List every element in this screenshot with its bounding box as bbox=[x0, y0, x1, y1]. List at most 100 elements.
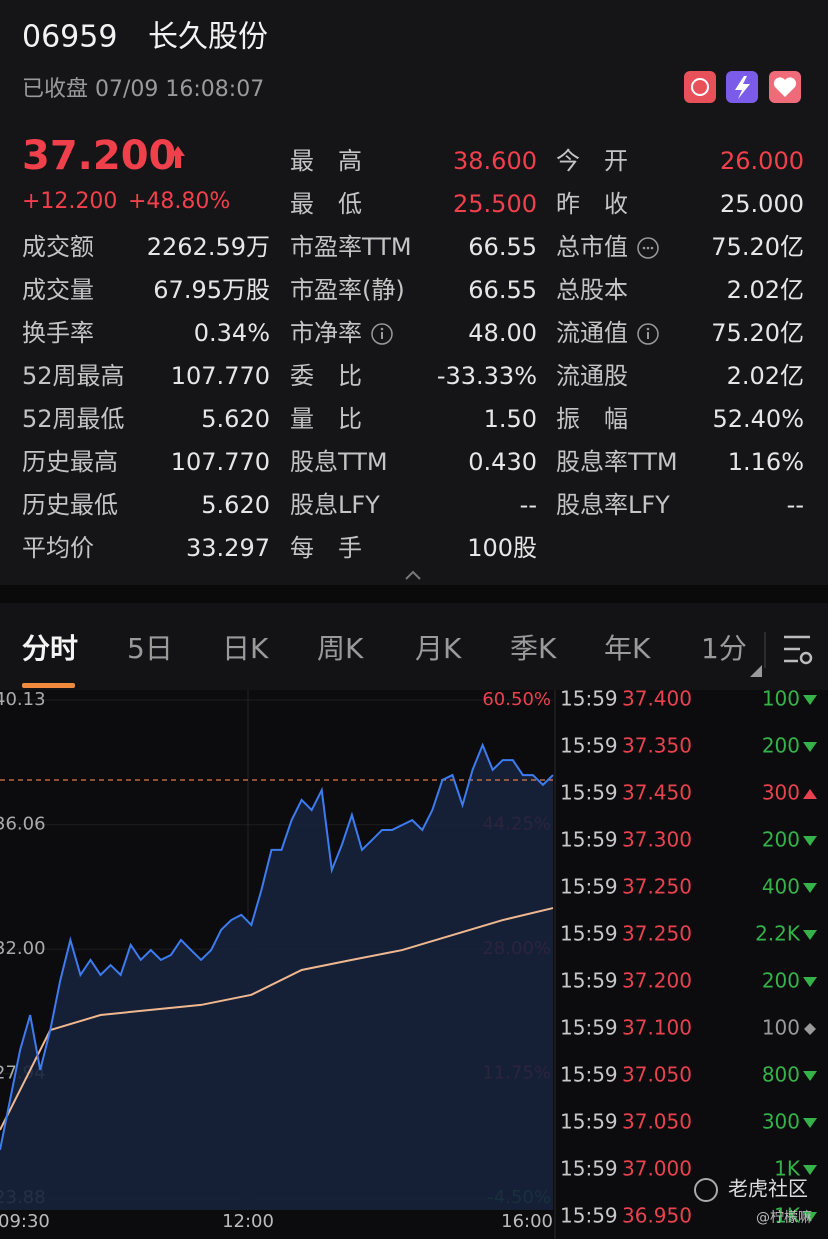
info-icon bbox=[637, 323, 659, 345]
menu-icon[interactable] bbox=[784, 635, 813, 665]
trade-price: 37.050 bbox=[622, 1063, 692, 1087]
stat-label: 振 幅 bbox=[556, 405, 628, 433]
trade-time: 15:59 bbox=[560, 734, 618, 758]
stat-label: 最 低 bbox=[290, 190, 362, 218]
heart bbox=[773, 77, 797, 97]
stat-value: 107.770 bbox=[171, 362, 270, 390]
trade-time: 15:59 bbox=[560, 1204, 618, 1228]
price-area bbox=[0, 745, 553, 1210]
trade-volume: 2.2K bbox=[755, 922, 801, 946]
stat-value: -- bbox=[787, 491, 804, 519]
trade-volume: 300 bbox=[762, 1110, 800, 1134]
more-icon-dot bbox=[650, 246, 654, 250]
stock-name: 长久股份 bbox=[148, 20, 268, 55]
trade-price: 37.400 bbox=[622, 687, 692, 711]
y-tick-label: 36.06 bbox=[0, 814, 46, 835]
stat-value: -33.33% bbox=[437, 362, 537, 390]
stat-label: 总股本 bbox=[556, 276, 628, 304]
trade-price: 37.300 bbox=[622, 828, 692, 852]
stat-label: 流通股 bbox=[556, 362, 628, 390]
info-icon bbox=[637, 237, 659, 259]
tab[interactable]: 1分 bbox=[701, 632, 747, 665]
stat-label: 股息率LFY bbox=[556, 491, 670, 519]
trade-time: 15:59 bbox=[560, 1063, 618, 1087]
stat-value: 26.000 bbox=[720, 147, 804, 175]
trade-time: 15:59 bbox=[560, 922, 618, 946]
stat-label: 52周最低 bbox=[22, 405, 125, 433]
trade-price: 37.250 bbox=[622, 875, 692, 899]
stat-value: 25.000 bbox=[720, 190, 804, 218]
tab[interactable]: 日K bbox=[222, 632, 269, 665]
more-icon-dot bbox=[642, 246, 646, 250]
trade-price: 37.000 bbox=[622, 1157, 692, 1181]
stat-label: 委 比 bbox=[290, 362, 362, 390]
trade-direction bbox=[803, 977, 817, 987]
trade-volume: 200 bbox=[762, 969, 800, 993]
trade-direction bbox=[803, 1071, 817, 1081]
tab[interactable]: 季K bbox=[510, 632, 557, 665]
stat-label: 昨 收 bbox=[556, 190, 628, 218]
trade-volume: 100 bbox=[762, 1016, 800, 1040]
stat-value: 1.16% bbox=[728, 448, 804, 476]
stat-value: 1.50 bbox=[484, 405, 537, 433]
stat-value: 107.770 bbox=[171, 448, 270, 476]
stat-value: 2.02亿 bbox=[727, 276, 804, 304]
stat-label: 流通值 bbox=[556, 319, 628, 347]
up-arrow bbox=[171, 146, 185, 168]
tab[interactable]: 5日 bbox=[127, 632, 173, 665]
trade-direction bbox=[804, 1023, 816, 1035]
watermark-brand: 老虎社区 bbox=[728, 1177, 808, 1201]
watermark-logo bbox=[694, 1178, 718, 1202]
stat-value: 25.500 bbox=[453, 190, 537, 218]
trade-direction bbox=[803, 1212, 817, 1222]
collapse-caret[interactable] bbox=[405, 570, 421, 580]
tab[interactable]: 年K bbox=[604, 632, 651, 665]
stat-value: 66.55 bbox=[468, 276, 537, 304]
stat-value: 33.297 bbox=[186, 534, 270, 562]
l2-bolt bbox=[735, 76, 750, 99]
divider bbox=[0, 585, 828, 603]
stat-label: 历史最低 bbox=[22, 491, 118, 519]
stat-value: 100股 bbox=[467, 534, 537, 562]
trade-volume: 300 bbox=[762, 781, 800, 805]
trade-volume: 800 bbox=[762, 1063, 800, 1087]
stat-value: 75.20亿 bbox=[711, 319, 804, 347]
trade-time: 15:59 bbox=[560, 1016, 618, 1040]
average-line bbox=[0, 907, 554, 1131]
hk-icon[interactable] bbox=[684, 71, 716, 103]
stat-label: 市净率 bbox=[290, 319, 362, 347]
more-icon-dot bbox=[646, 246, 650, 250]
trade-volume: 200 bbox=[762, 828, 800, 852]
trade-volume: 1K bbox=[774, 1204, 801, 1228]
stat-value: 48.00 bbox=[468, 319, 537, 347]
tab[interactable]: 周K bbox=[317, 632, 364, 665]
tab[interactable]: 月K bbox=[415, 632, 462, 665]
last-price: 37.200 bbox=[22, 133, 176, 179]
tab-bar bbox=[0, 603, 828, 690]
hk-icon-flower bbox=[691, 78, 709, 96]
price-change-pct: +48.80% bbox=[128, 189, 230, 214]
stat-value: 75.20亿 bbox=[711, 233, 804, 261]
trade-time: 15:59 bbox=[560, 828, 618, 852]
trade-direction bbox=[803, 1118, 817, 1128]
trade-direction bbox=[803, 742, 817, 752]
trade-price: 37.200 bbox=[622, 969, 692, 993]
stat-label: 最 高 bbox=[290, 147, 362, 175]
stat-label: 历史最高 bbox=[22, 448, 118, 476]
market-status: 已收盘 07/09 16:08:07 bbox=[22, 77, 264, 102]
y-tick-label: 40.13 bbox=[0, 689, 46, 710]
tab-dropdown[interactable] bbox=[750, 665, 762, 677]
x-tick-label: 16:00 bbox=[501, 1211, 553, 1232]
trade-price: 36.950 bbox=[622, 1204, 692, 1228]
stat-label: 市盈率TTM bbox=[290, 233, 412, 261]
info-icon-dot bbox=[646, 327, 650, 331]
price-change: +12.200 bbox=[22, 189, 117, 214]
stat-label: 股息率TTM bbox=[556, 448, 678, 476]
tab[interactable]: 分时 bbox=[22, 632, 78, 665]
trade-volume: 200 bbox=[762, 734, 800, 758]
y-tick-label: 32.00 bbox=[0, 938, 46, 959]
stat-label: 成交额 bbox=[22, 233, 94, 261]
trade-price: 37.250 bbox=[622, 922, 692, 946]
